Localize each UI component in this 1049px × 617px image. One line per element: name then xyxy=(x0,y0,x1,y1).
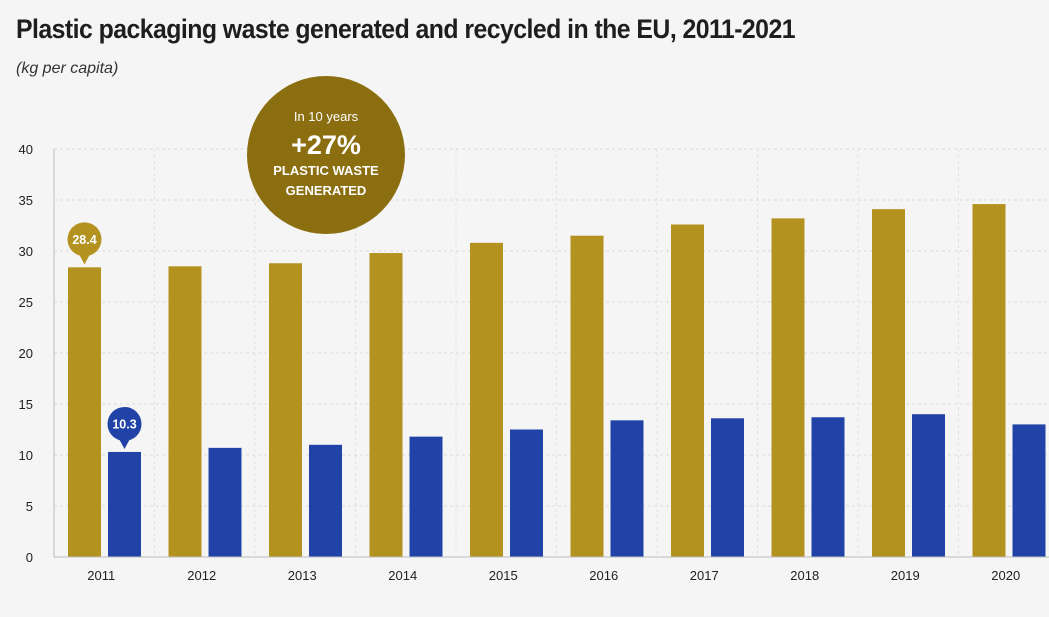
bar-recycled-2015 xyxy=(510,429,543,557)
bar-generated-2019 xyxy=(872,209,905,557)
annotation-line-2: +27% xyxy=(291,130,361,160)
y-tick-label: 5 xyxy=(26,499,33,514)
bar-generated-2013 xyxy=(269,263,302,557)
x-tick-label: 2016 xyxy=(589,568,618,583)
summary-annotation: In 10 years +27% PLASTIC WASTE GENERATED xyxy=(247,76,405,234)
y-tick-label: 30 xyxy=(19,244,33,259)
bar-generated-2011 xyxy=(68,267,101,557)
callout-recycled-text: 10.3 xyxy=(112,417,136,431)
x-tick-label: 2018 xyxy=(790,568,819,583)
y-tick-label: 15 xyxy=(19,397,33,412)
bar-recycled-2018 xyxy=(811,417,845,557)
y-tick-label: 10 xyxy=(19,448,33,463)
bar-recycled-2016 xyxy=(610,420,644,557)
bar-generated-2017 xyxy=(671,224,704,558)
callout-recycled-pointer xyxy=(118,437,131,449)
bar-recycled-2019 xyxy=(912,414,945,557)
bars xyxy=(68,204,1046,558)
bar-recycled-2013 xyxy=(309,444,342,557)
y-tick-label: 20 xyxy=(19,346,33,361)
annotation-line-1: In 10 years xyxy=(294,109,359,124)
value-callouts: 28.4 10.3 xyxy=(67,222,142,449)
bar-generated-2014 xyxy=(369,253,403,558)
y-tick-label: 40 xyxy=(19,142,33,157)
chart-title: Plastic packaging waste generated and re… xyxy=(16,14,796,44)
axes: 0 5 10 15 20 25 30 35 40 2011 2012 2013 2014 2015 2016… xyxy=(19,142,1049,583)
callout-recycled-bubble xyxy=(107,406,142,441)
x-tick-label: 2015 xyxy=(489,568,518,583)
bar-generated-2016 xyxy=(570,235,604,557)
y-tick-label: 0 xyxy=(26,550,33,565)
y-tick-label: 35 xyxy=(19,193,33,208)
bar-recycled-2012 xyxy=(208,447,242,557)
x-tick-label: 2020 xyxy=(991,568,1020,583)
bar-recycled-2017 xyxy=(711,418,744,557)
y-tick-label: 25 xyxy=(19,295,33,310)
bar-recycled-2020 xyxy=(1012,424,1046,557)
chart-subtitle: (kg per capita) xyxy=(16,60,119,77)
bar-generated-2020 xyxy=(972,204,1006,557)
bar-generated-2015 xyxy=(470,242,503,557)
callout-generated: 28.4 xyxy=(67,222,102,265)
annotation-line-3: PLASTIC WASTE xyxy=(273,163,379,178)
x-tick-label: 2011 xyxy=(87,568,115,583)
bar-generated-2018 xyxy=(771,218,805,558)
x-tick-label: 2014 xyxy=(388,568,417,583)
callout-recycled: 10.3 xyxy=(107,406,142,449)
x-tick-label: 2019 xyxy=(891,568,920,583)
annotation-line-4: GENERATED xyxy=(286,183,367,198)
bar-generated-2012 xyxy=(168,266,202,557)
x-tick-label: 2017 xyxy=(690,568,719,583)
x-tick-label: 2013 xyxy=(288,568,317,583)
bar-recycled-2014 xyxy=(409,436,443,557)
bar-recycled-2011 xyxy=(108,451,141,557)
callout-generated-text: 28.4 xyxy=(72,233,96,247)
x-tick-label: 2012 xyxy=(187,568,216,583)
callout-generated-bubble xyxy=(67,222,102,257)
annotation-circle xyxy=(247,76,405,234)
callout-generated-pointer xyxy=(78,253,91,265)
